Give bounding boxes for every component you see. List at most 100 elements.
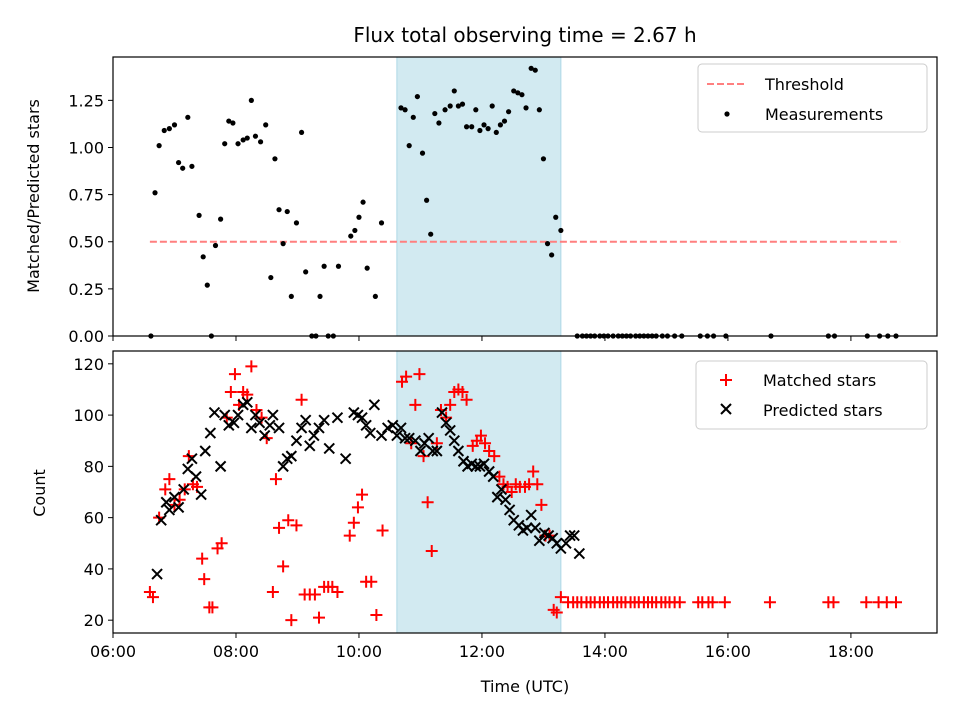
top-y-axis-label: Matched/Predicted stars: [24, 99, 43, 293]
predicted-stars-point: [267, 409, 279, 421]
predicted-stars-point: [285, 450, 298, 462]
matched-stars-point: [493, 470, 506, 483]
bottom-axes-frame: [112, 350, 938, 634]
measurements-point: [501, 118, 508, 124]
y-tick-label: 0.50: [68, 233, 104, 252]
measurements-point: [378, 220, 385, 226]
measurements-point: [410, 114, 416, 120]
predicted-stars-point: [452, 445, 465, 457]
matched-stars-point: [444, 398, 457, 411]
predicted-stars-point: [395, 422, 407, 434]
observing-window-band: [396, 56, 562, 337]
measurements-point: [558, 227, 564, 234]
bottom-y-axis-label: Count: [30, 469, 49, 517]
x-tick-label: 14:00: [582, 642, 628, 661]
matched-stars-point: [479, 437, 492, 450]
matched-stars-point: [860, 596, 873, 609]
measurements-point: [447, 103, 453, 109]
predicted-stars-point: [360, 419, 372, 432]
matched-stars-point: [295, 393, 308, 406]
measurements-point: [303, 269, 309, 275]
matched-stars-point: [326, 580, 339, 593]
matched-stars-point: [409, 398, 422, 411]
y-tick-label: 40: [84, 560, 104, 579]
matched-stars-point: [890, 596, 903, 609]
matched-stars-point: [376, 524, 389, 537]
measurements-point: [218, 216, 224, 222]
matched-stars-point: [241, 388, 254, 401]
measurements-point: [489, 103, 495, 109]
y-tick-label: 0.75: [68, 186, 104, 205]
matched-stars-point: [550, 606, 563, 619]
predicted-stars-point: [391, 429, 403, 442]
matched-stars-point: [351, 501, 364, 514]
matched-stars-point: [290, 519, 303, 532]
predicted-stars-point: [503, 504, 516, 516]
predicted-stars-point: [204, 427, 217, 439]
predicted-stars-point: [249, 409, 262, 421]
predicted-stars-point: [323, 442, 335, 455]
measurements-point: [493, 129, 499, 136]
measurements-point: [272, 156, 278, 162]
measurements-point: [459, 101, 466, 107]
measurements-point: [252, 133, 259, 139]
y-tick-label: 0.00: [68, 327, 104, 346]
matched-stars-point: [269, 473, 282, 486]
measurements-point: [485, 126, 491, 132]
predicted-stars-point: [436, 406, 448, 419]
bottom-x-ticks: 06:00 08:00 10:00 12:00 14:00 16:00 18:00: [90, 633, 874, 661]
measurements-point: [532, 67, 538, 73]
predicted-stars-point: [168, 491, 181, 503]
legend-predicted-swatch: [720, 403, 732, 415]
predicted-stars-point: [427, 445, 439, 457]
predicted-stars-point: [299, 414, 312, 426]
measurements-point: [544, 241, 551, 247]
measurements-point: [424, 197, 430, 203]
measurements-point: [200, 254, 206, 260]
ratio-panel: 0.00 0.25 0.50 0.75 1.00 1.25 Flux total obse…: [24, 23, 938, 346]
matched-stars-point: [718, 596, 731, 609]
matched-stars-point: [460, 393, 473, 406]
legend-measurements-label: Measurements: [765, 105, 883, 124]
matched-stars-point: [343, 529, 356, 542]
measurements-point: [263, 122, 269, 128]
y-tick-label: 100: [73, 406, 104, 425]
matched-stars-point: [365, 575, 378, 588]
matched-stars-point: [421, 496, 434, 509]
matched-stars-point: [673, 596, 686, 609]
measurements-point: [257, 139, 264, 145]
measurements-point: [477, 127, 483, 134]
matched-stars-point: [277, 560, 290, 573]
matched-stars-point: [215, 537, 228, 550]
predicted-stars-point: [308, 429, 320, 442]
matched-stars-point: [531, 478, 544, 491]
bottom-legend-box: [695, 360, 928, 430]
y-tick-label: 60: [84, 509, 104, 528]
measurements-point: [528, 65, 534, 71]
predicted-stars-point: [295, 422, 308, 434]
predicted-stars-point: [495, 483, 508, 496]
measurements-point: [335, 263, 342, 269]
predicted-stars-point: [444, 424, 456, 437]
measurements-point: [298, 129, 305, 136]
predicted-stars-point: [573, 547, 586, 560]
y-tick-label: 0.25: [68, 280, 104, 299]
top-axes-frame: [112, 56, 938, 337]
matched-stars-point: [827, 596, 840, 609]
count-points: [143, 360, 903, 627]
measurements-point: [414, 93, 420, 100]
predicted-stars-point: [304, 440, 316, 452]
measurements-point: [240, 137, 246, 143]
measurements-point: [222, 141, 228, 147]
predicted-stars-point: [440, 417, 452, 429]
predicted-stars-point: [190, 470, 202, 483]
measurements-point: [248, 97, 254, 103]
top-x-ticks: [112, 336, 852, 341]
predicted-stars-point: [414, 445, 427, 457]
measurements-point: [204, 282, 210, 288]
matched-stars-point: [273, 521, 286, 534]
predicted-stars-point: [313, 422, 325, 434]
measurements-point: [432, 110, 438, 117]
legend-predicted-label: Predicted stars: [763, 401, 883, 420]
predicted-stars-point: [564, 529, 576, 542]
